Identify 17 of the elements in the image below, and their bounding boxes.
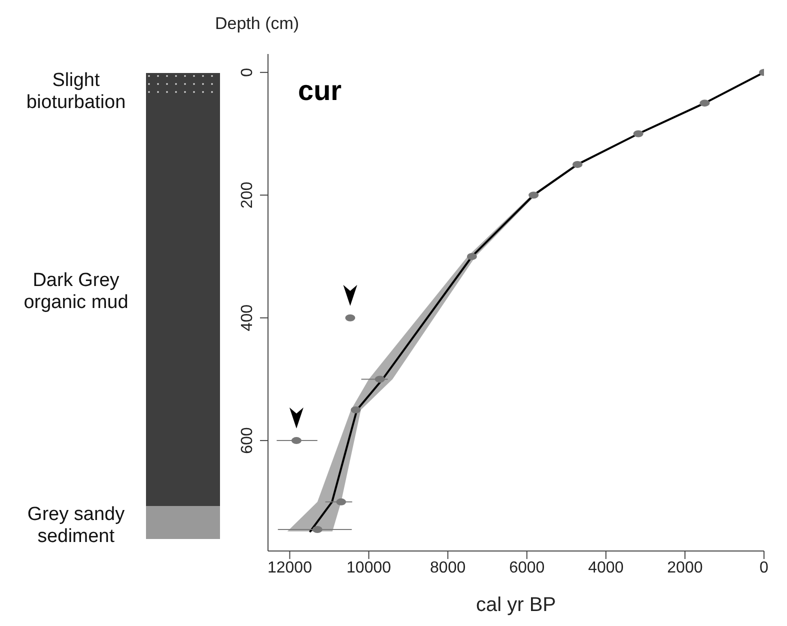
text: Grey sandy sediment [26, 504, 126, 548]
y-axis-title: Depth (cm) [215, 14, 300, 34]
y-tick-label: 200 [239, 182, 256, 208]
x-tick-label: 2000 [667, 559, 703, 576]
x-tick-label: 4000 [588, 559, 624, 576]
x-axis-title: cal yr BP [476, 594, 556, 616]
x-tick-label: 10000 [346, 559, 392, 576]
y-tick-label: 600 [239, 427, 256, 454]
y-tick-label: 0 [239, 68, 256, 77]
x-tick-label: 6000 [509, 559, 545, 576]
text: cur [298, 75, 342, 106]
x-tick-label: 8000 [430, 559, 466, 576]
text: Slight bioturbation [25, 70, 127, 114]
text: Dark Grey organic mud [22, 270, 130, 314]
x-tick-label: 0 [760, 559, 769, 576]
x-tick-label: 12000 [267, 559, 312, 576]
y-tick-label: 400 [239, 304, 256, 332]
